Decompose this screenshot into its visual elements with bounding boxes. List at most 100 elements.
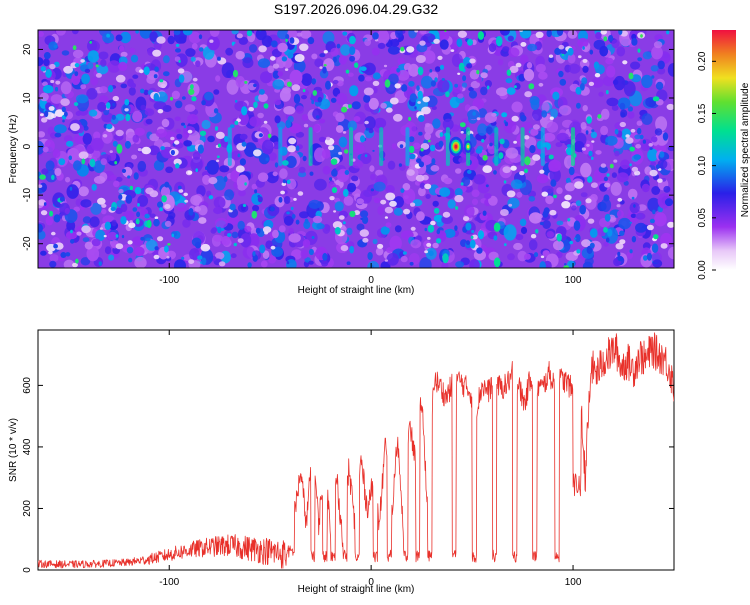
heatmap-cell (595, 150, 602, 155)
heatmap-cell (129, 220, 133, 223)
heatmap-cell (153, 218, 160, 227)
heatmap-cell (54, 124, 67, 134)
heatmap-cell (439, 30, 450, 41)
heatmap-cell (507, 35, 514, 42)
heatmap-cell (631, 166, 639, 172)
heatmap-cell (363, 87, 374, 96)
colorbar: 0.00 0.05 0.10 0.15 0.20 Normalized spectral… (697, 30, 750, 280)
heatmap-cell (285, 34, 290, 40)
heatmap-cell (563, 265, 570, 268)
heatmap-cell (351, 159, 364, 169)
heatmap-cell (90, 77, 99, 86)
heatmap-cell (369, 165, 375, 172)
heatmap-cell (89, 158, 96, 168)
heatmap-cell (493, 222, 501, 232)
heatmap-cell (338, 151, 343, 155)
heatmap-cell (613, 159, 618, 163)
heatmap-cell (432, 242, 439, 249)
heatmap-cell (436, 229, 441, 235)
heatmap-cell (595, 31, 602, 40)
heatmap-cell (505, 78, 513, 84)
heatmap-cell (257, 172, 269, 182)
heatmap-cell (99, 227, 103, 230)
heatmap-cell (630, 213, 637, 218)
heatmap-cell (64, 111, 68, 117)
heatmap-cell (201, 119, 211, 130)
heatmap-cell (213, 89, 220, 95)
heatmap-cell (520, 115, 527, 122)
heatmap-cell (87, 62, 94, 70)
heatmap-cell (385, 222, 392, 228)
heatmap-cell (636, 120, 643, 126)
heatmap-cell (471, 198, 479, 205)
heatmap-cell (538, 82, 544, 87)
heatmap-cell (611, 172, 618, 178)
heatmap-cell (235, 50, 245, 60)
heatmap-cell (664, 198, 674, 207)
heatmap-cell (655, 116, 668, 132)
heatmap-cell (182, 219, 191, 228)
heatmap-cell (174, 259, 186, 268)
heatmap-cell (421, 106, 431, 115)
chart-title: S197.2026.096.04.29.G32 (274, 1, 438, 17)
heatmap-cell (417, 101, 421, 104)
heatmap-cell (408, 63, 420, 77)
heatmap-cell (616, 46, 626, 57)
heatmap-cell (631, 38, 638, 46)
heatmap-cell (470, 80, 480, 89)
heatmap-cell (176, 202, 187, 212)
heatmap-cell (472, 111, 477, 116)
heatmap-cell (629, 221, 633, 224)
heatmap-cell (45, 160, 55, 171)
heatmap-cell (121, 235, 125, 239)
heatmap-cell (346, 261, 351, 266)
heatmap-cell (147, 145, 160, 156)
heatmap-cell (312, 124, 321, 132)
heatmap-cell (663, 185, 671, 193)
heatmap-cell (548, 56, 555, 63)
heatmap-cell (161, 146, 174, 159)
heatmap-cell (633, 154, 641, 160)
heatmap-cell (334, 201, 344, 212)
heatmap-cell (171, 233, 175, 238)
heatmap-cell (323, 63, 327, 67)
heatmap-cell (336, 43, 341, 49)
heatmap-cell (349, 85, 359, 97)
heatmap-cell (429, 144, 436, 152)
heatmap-cell (566, 144, 572, 149)
heatmap-cell (241, 141, 247, 147)
heatmap-cell (550, 179, 557, 187)
heatmap-cell (287, 30, 298, 39)
heatmap-cell (410, 226, 416, 231)
heatmap-cell (532, 154, 541, 161)
heatmap-cell (637, 48, 641, 53)
heatmap-cell (115, 74, 126, 83)
heatmap-cell (91, 238, 101, 247)
heatmap-cell (237, 238, 244, 244)
heatmap-cell (178, 189, 184, 193)
heatmap-cell (460, 130, 464, 134)
heatmap-cell (230, 253, 237, 259)
heatmap-cell (329, 177, 333, 181)
heatmap-cell (340, 245, 349, 252)
heatmap-cell (115, 243, 124, 250)
heatmap-cell (372, 238, 378, 245)
heatmap-peak (466, 144, 470, 149)
heatmap-cell (207, 35, 220, 51)
heatmap-cell (252, 251, 256, 257)
heatmap-cell (580, 192, 588, 198)
heatmap-cell (476, 117, 481, 121)
heatmap-cell (589, 49, 594, 55)
heatmap-cell (660, 243, 668, 249)
heatmap-cell (575, 200, 582, 207)
heatmap-cell (71, 30, 79, 35)
heatmap-cell (573, 141, 585, 153)
heatmap-cell (297, 191, 304, 196)
colorbar-label: Normalized spectral amplitude (740, 82, 750, 217)
heatmap-cell (591, 156, 594, 160)
heatmap-cell (384, 216, 388, 219)
heatmap-cell (49, 254, 59, 262)
heatmap-cell (86, 88, 98, 100)
heatmap-cell (137, 195, 149, 207)
heatmap-cell (219, 165, 230, 173)
